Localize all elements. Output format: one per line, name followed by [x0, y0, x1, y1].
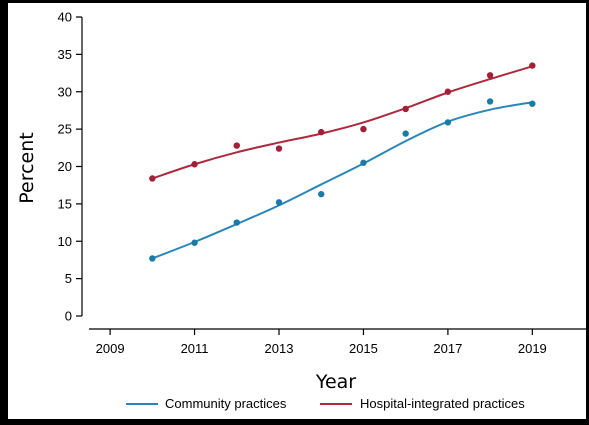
series-0-point	[402, 130, 409, 137]
y-tick-label: 25	[58, 122, 72, 137]
y-tick-label: 30	[58, 84, 72, 99]
legend-label-0: Community practices	[165, 396, 287, 411]
data-markers	[149, 62, 536, 262]
series-1-point	[275, 145, 283, 152]
series-0-point	[191, 239, 198, 246]
x-axis-title: Year	[315, 371, 356, 393]
y-tick-label: 40	[58, 10, 72, 25]
series-0-point	[529, 100, 536, 107]
series-1-point	[444, 88, 452, 95]
legend: Community practices Hospital-integrated p…	[126, 396, 525, 411]
x-tick-label: 2013	[265, 341, 294, 356]
y-axis-title: Percent	[16, 132, 38, 204]
axes: 0 5 10 15 20 25 30 35 40 2009 2011 2013 2015 2017 2019	[58, 10, 586, 356]
x-tick-label: 2015	[349, 341, 378, 356]
series-1-point	[529, 62, 536, 69]
series-0-fit-line	[151, 101, 533, 260]
series-1-point	[360, 125, 367, 133]
series-0-point	[360, 159, 367, 166]
x-tick-label: 2011	[181, 341, 209, 356]
series-0-point	[233, 219, 240, 226]
y-tick-label: 35	[58, 47, 72, 62]
line-chart: 0 5 10 15 20 25 30 35 40 2009 2011 2013 2015 2017 2019…	[16, 10, 586, 411]
series-1-point	[191, 161, 198, 168]
series-1-point	[486, 72, 494, 79]
series-0-point	[318, 190, 325, 198]
series-1-point	[233, 142, 240, 149]
y-tick-label: 20	[58, 159, 72, 174]
y-tick-label: 15	[58, 196, 72, 211]
series-0-point	[486, 98, 494, 105]
y-tick-label: 0	[65, 309, 72, 324]
series-1-point	[402, 105, 409, 113]
x-tick-label: 2017	[433, 341, 462, 356]
y-tick-label: 5	[65, 271, 72, 286]
series-1-fit-line	[152, 65, 533, 180]
chart-panel: 0 5 10 15 20 25 30 35 40 2009 2011 2013 2015 2017 2019…	[8, 3, 586, 419]
y-tick-label: 10	[58, 234, 72, 249]
series-0-point	[149, 255, 156, 262]
x-tick-label: 2009	[96, 341, 125, 356]
series-1-point	[149, 175, 156, 182]
series-0-point	[444, 119, 452, 126]
series-0-point	[275, 199, 283, 206]
fit-lines	[151, 65, 533, 260]
x-tick-label: 2019	[518, 341, 547, 356]
series-1-point	[318, 128, 325, 136]
legend-label-1: Hospital-integrated practices	[360, 396, 525, 411]
